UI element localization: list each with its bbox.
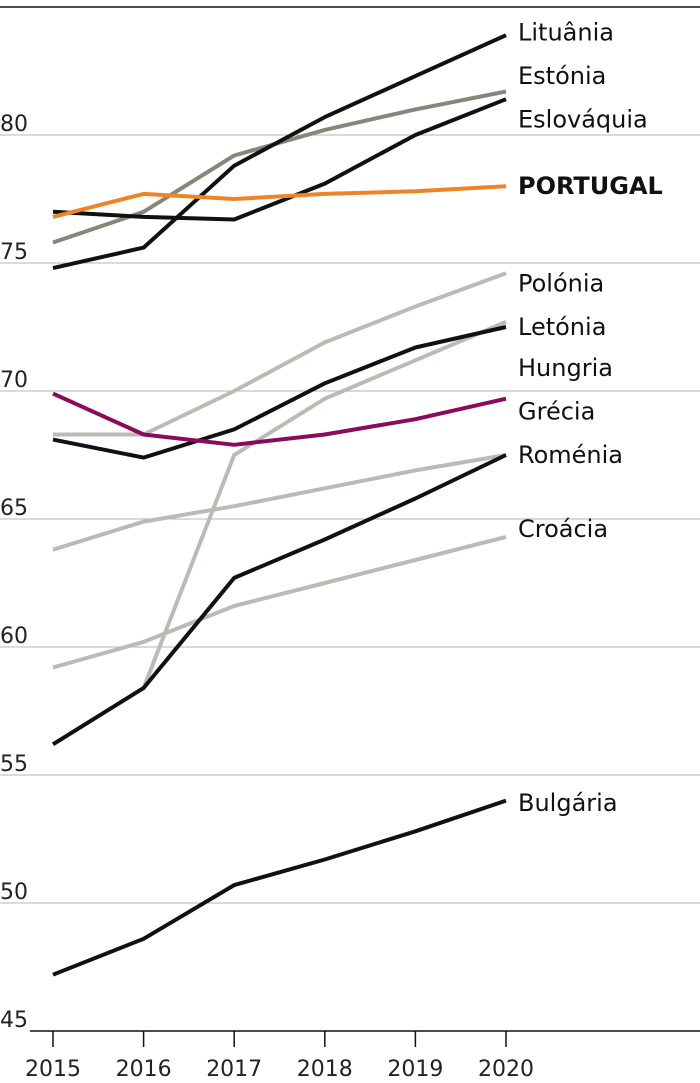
series-label-polonia: Polónia — [518, 269, 604, 297]
y-tick-label-45: 45 — [0, 1008, 28, 1033]
series-label-estonia: Estónia — [518, 62, 606, 90]
series-label-letonia: Letónia — [518, 313, 606, 341]
series-line-hungria — [52, 534, 507, 670]
series-label-eslovaquia: Eslováquia — [518, 106, 648, 134]
y-tick-label-55: 55 — [0, 752, 28, 777]
series-label-grecia: Grécia — [518, 397, 595, 425]
series-line-bulgaria — [52, 798, 507, 977]
series-label-romenia: Roménia — [518, 441, 623, 469]
y-tick-label-50: 50 — [0, 880, 28, 905]
series-line-grecia — [52, 391, 507, 447]
grid: 45 50 55 60 65 70 75 80 — [0, 112, 700, 1033]
series-line-eslovaquia — [52, 97, 507, 222]
series-label-bulgaria: Bulgária — [518, 789, 618, 817]
x-tick-label-2020: 2020 — [478, 1057, 534, 1082]
series-label-portugal: PORTUGAL — [518, 172, 663, 200]
y-tick-label-80: 80 — [0, 112, 28, 137]
x-tick-label-2017: 2017 — [206, 1057, 262, 1082]
series-line-unlabeled-8 — [51, 453, 507, 746]
series-line-estonia — [52, 89, 507, 245]
x-tick-label-2019: 2019 — [387, 1057, 443, 1082]
x-tick-label-2015: 2015 — [25, 1057, 81, 1082]
y-tick-label-70: 70 — [0, 368, 28, 393]
series-line-croacia — [52, 453, 507, 552]
y-tick-label-75: 75 — [0, 240, 28, 265]
y-tick-label-65: 65 — [0, 496, 28, 521]
x-tick-label-2016: 2016 — [116, 1057, 172, 1082]
series-line-polonia — [53, 271, 507, 437]
x-axis: 2015 2016 2017 2018 2019 2020 — [25, 1030, 700, 1082]
series-line-portugal — [52, 184, 507, 219]
series-label-lituania: Lituânia — [518, 19, 614, 47]
series-line-letonia — [51, 320, 507, 746]
series-line-romenia — [52, 325, 507, 460]
y-tick-label-60: 60 — [0, 624, 28, 649]
series-labels: Lituânia Estónia Eslováquia PORTUGAL Polónia… — [518, 19, 663, 818]
series-label-hungria: Hungria — [518, 354, 613, 382]
series-label-croacia: Croácia — [518, 515, 608, 543]
series-line-lituania — [52, 33, 507, 271]
x-tick-label-2018: 2018 — [297, 1057, 353, 1082]
series-group — [51, 33, 507, 977]
